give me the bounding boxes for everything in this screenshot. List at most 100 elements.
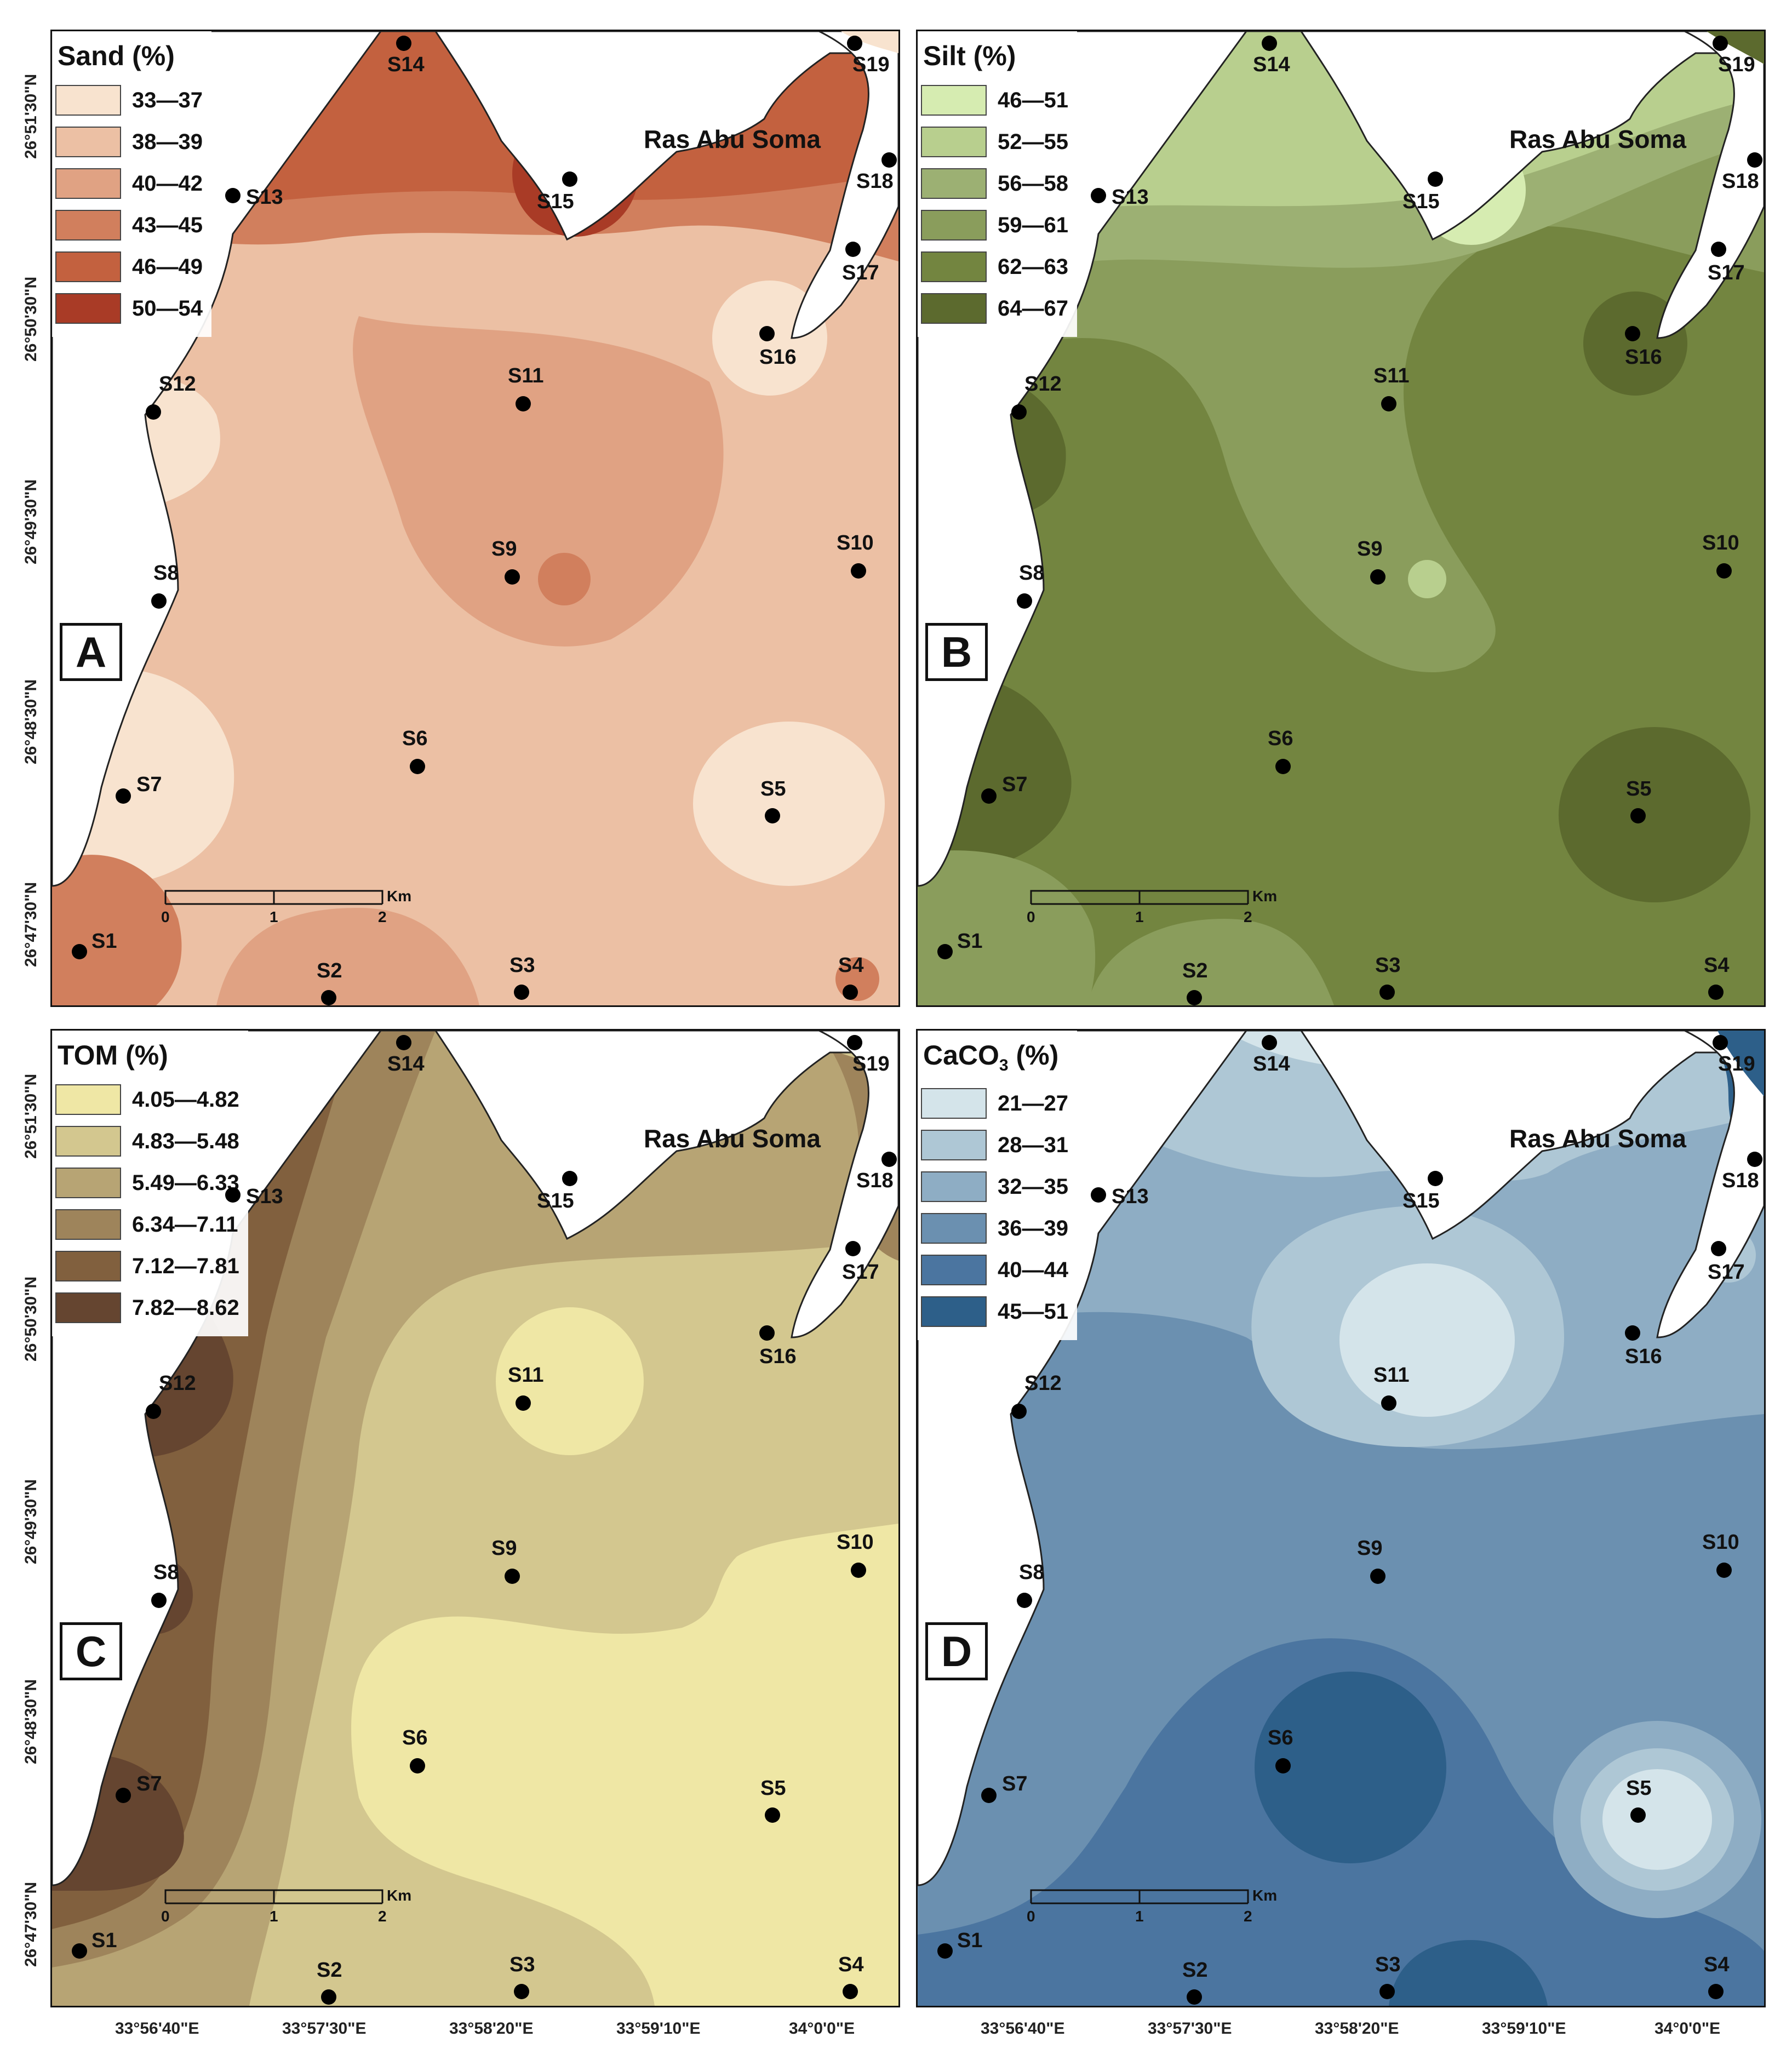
station-label: S6 [402,727,428,750]
station-marker [505,569,520,585]
station-marker [1716,563,1732,579]
legend-label: 28—31 [998,1132,1068,1157]
panel-letter-a: A [60,623,122,681]
scale-unit: Km [1252,1887,1278,1904]
scale-one: 1 [1135,1908,1144,1925]
legend-item: 40—44 [921,1249,1068,1291]
station-label: S10 [837,531,874,554]
station-label: S19 [1718,1052,1755,1075]
legend-label: 36—39 [998,1216,1068,1240]
legend-label: 5.49—6.33 [132,1170,239,1195]
station-marker [146,1404,161,1419]
scale-two: 2 [378,1908,387,1925]
station-marker [1187,990,1202,1005]
station-label: S9 [1357,1537,1383,1560]
station-label: S5 [760,777,786,800]
legend-title-b: Silt (%) [923,41,1016,71]
legend-a: Sand (%) 33—37 38—39 40—42 43—45 46—49 5… [52,31,211,337]
legend-item: 7.82—8.62 [55,1287,239,1329]
y-tick-label: 26°47'30"N [22,882,40,967]
station-label: S11 [508,364,544,387]
legend-item: 4.05—4.82 [55,1079,239,1120]
station-label: S13 [1112,1185,1149,1208]
scale-bar: 0 1 2 Km [1027,1887,1277,1937]
station-marker [1713,1035,1728,1050]
scale-unit: Km [387,1887,412,1904]
legend-label: 64—67 [998,296,1068,321]
station-label: S12 [1024,1372,1062,1395]
panel-letter-c: C [60,1622,122,1680]
legend-title-main: CaCO [923,1040,999,1071]
station-label: S4 [838,1953,864,1976]
station-label: S3 [1375,1953,1401,1976]
station-label: S15 [537,190,574,213]
station-marker [1747,152,1762,168]
station-marker [1017,593,1032,609]
legend-item: 6.34—7.11 [55,1204,239,1245]
station-label: S16 [1625,346,1662,369]
station-marker [981,788,997,804]
y-tick-label: 26°50'30"N [22,1276,40,1361]
place-name: Ras Abu Soma [1509,125,1686,153]
legend-label: 32—35 [998,1174,1068,1199]
station-label: S18 [856,1169,894,1192]
station-label: S11 [1373,364,1410,387]
station-marker [225,1187,241,1203]
legend-swatch [921,127,987,157]
station-label: S18 [1722,1169,1759,1192]
legend-swatch [55,293,121,324]
station-marker [765,1807,780,1823]
station-marker [851,563,866,579]
station-marker [562,1171,577,1186]
station-marker [396,1035,411,1050]
station-marker [1370,569,1385,585]
station-label: S16 [759,1345,797,1368]
station-marker [1708,985,1724,1000]
station-label: S1 [957,930,983,953]
legend-label: 33—37 [132,88,203,112]
station-marker [765,808,780,823]
panel-letter-b: B [925,623,988,681]
legend-label: 21—27 [998,1091,1068,1115]
station-label: S7 [136,773,162,796]
legend-item: 52—55 [921,121,1068,163]
station-label: S17 [842,1261,879,1284]
station-marker [321,990,336,1005]
station-label: S14 [1253,1052,1290,1075]
scale-two: 2 [1244,908,1252,925]
legend-item: 33—37 [55,79,203,121]
x-tick-label: 34°0'0"E [789,2019,855,2038]
legend-swatch [921,85,987,116]
station-marker [1379,985,1395,1000]
legend-item: 45—51 [921,1291,1068,1332]
station-label: S19 [852,1052,890,1075]
station-label: S6 [402,1726,428,1749]
station-label: S14 [387,53,425,76]
station-label: S15 [1402,190,1440,213]
legend-swatch [55,168,121,199]
legend-item: 21—27 [921,1083,1068,1124]
legend-label: 50—54 [132,296,203,321]
station-marker [851,1563,866,1578]
station-marker [1630,1807,1646,1823]
station-label: S12 [159,1372,196,1395]
station-label: S12 [159,373,196,396]
scale-unit: Km [1252,888,1278,905]
legend-swatch [55,85,121,116]
legend-swatch [921,210,987,241]
legend-item: 40—42 [55,163,203,204]
station-marker [1187,1989,1202,2005]
station-label: S12 [1024,373,1062,396]
station-marker [1275,1758,1291,1773]
legend-item: 56—58 [921,163,1068,204]
station-label: S18 [856,170,894,193]
legend-item: 36—39 [921,1208,1068,1249]
station-label: S4 [1704,1953,1730,1976]
map-panel-d: CaCO3 (%) 21—27 28—31 32—35 36—39 40—44 … [916,1029,1766,2007]
x-tick-label: 33°58'20"E [1315,2019,1399,2038]
station-label: S3 [1375,954,1401,977]
station-label: S3 [509,1953,535,1976]
station-label: S10 [1702,1531,1739,1554]
station-marker [1262,36,1277,51]
map-panel-b: Silt (%) 46—51 52—55 56—58 59—61 62—63 6… [916,30,1766,1007]
